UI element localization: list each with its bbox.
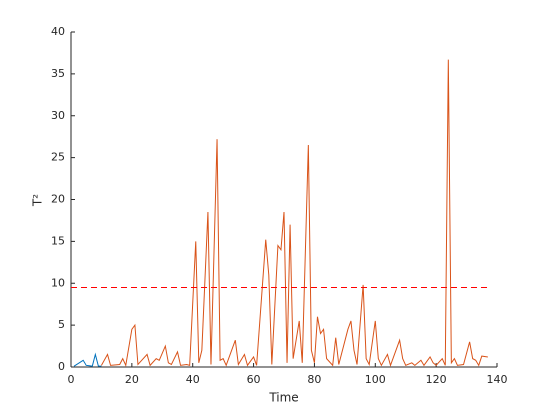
y-axis-label: T² [31,194,45,207]
y-tick-label: 25 [51,151,65,164]
x-tick-label: 140 [487,373,508,386]
x-tick-label: 120 [426,373,447,386]
x-tick-label: 0 [68,373,75,386]
x-tick-label: 100 [365,373,386,386]
y-tick-label: 40 [51,25,65,38]
x-axis-label: Time [268,391,298,405]
x-tick-label: 80 [307,373,321,386]
x-tick-label: 40 [186,373,200,386]
data-line [100,59,488,368]
y-tick-label: 5 [58,318,65,331]
y-tick-label: 35 [51,67,65,80]
y-tick-label: 15 [51,234,65,247]
y-tick-label: 20 [51,193,65,206]
x-tick-label: 20 [125,373,139,386]
y-tick-label: 10 [51,276,65,289]
y-tick-label: 0 [58,360,65,373]
data-line [73,352,102,367]
x-tick-label: 60 [247,373,261,386]
y-tick-label: 30 [51,109,65,122]
